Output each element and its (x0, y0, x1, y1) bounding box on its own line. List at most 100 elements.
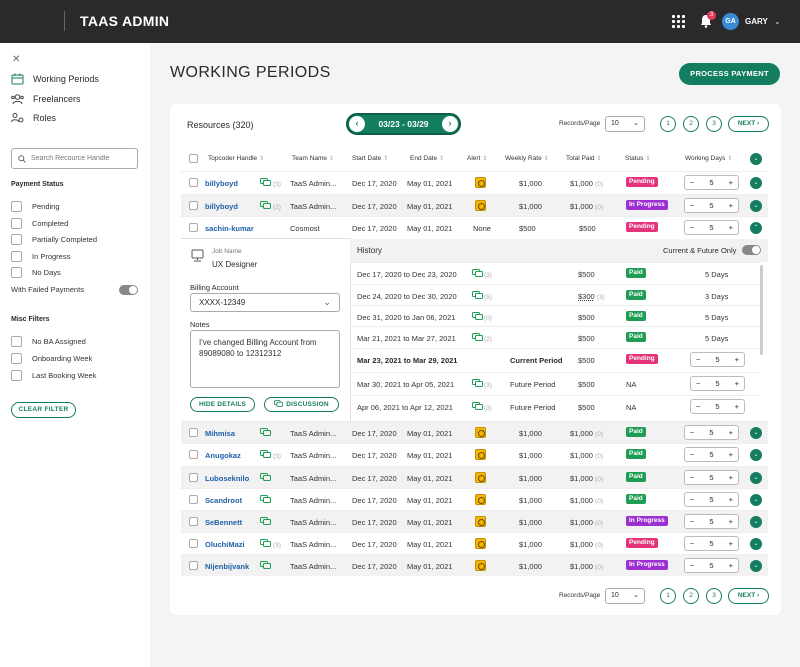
minus-icon[interactable]: − (696, 379, 701, 388)
notes-textarea[interactable]: I've changed Billing Account from 890890… (190, 330, 340, 388)
handle-link[interactable]: billyboyd (205, 179, 238, 188)
table-row-expanded[interactable]: sachin-kumar Cosmost Dec 17, 2020 May 01… (181, 216, 768, 238)
plus-icon[interactable]: + (728, 223, 733, 232)
col-weekly-rate[interactable]: Weekly Rate ⇕ (505, 155, 549, 162)
col-start-date[interactable]: Start Date ⇕ (352, 155, 388, 162)
working-days-stepper[interactable]: − 5 + (684, 514, 739, 529)
records-per-page-select[interactable]: 10 ⌄ (605, 116, 645, 132)
table-row[interactable]: Anugokaz (3) TaaS Admin... Dec 17, 2020 … (181, 443, 768, 465)
working-days-stepper[interactable]: − 5 + (690, 399, 745, 414)
alert-icon[interactable] (475, 449, 486, 460)
col-total-paid[interactable]: Total Paid ⇕ (566, 155, 602, 162)
minus-icon[interactable]: − (696, 355, 701, 364)
username[interactable]: GARY (745, 17, 768, 26)
expand-row-icon[interactable]: ⌄ (750, 427, 762, 439)
minus-icon[interactable]: − (690, 539, 695, 548)
chat-icon[interactable] (260, 428, 271, 436)
prev-period-icon[interactable]: ‹ (349, 116, 365, 132)
expand-row-icon[interactable]: ⌄ (750, 538, 762, 550)
expand-row-icon[interactable]: ⌄ (750, 177, 762, 189)
select-all-checkbox[interactable] (189, 154, 198, 163)
minus-icon[interactable]: − (690, 495, 695, 504)
handle-link[interactable]: billyboyd (205, 202, 238, 211)
handle-link[interactable]: OluchiMazi (205, 540, 245, 549)
row-checkbox[interactable] (189, 561, 198, 570)
chat-icon[interactable] (260, 517, 271, 525)
plus-icon[interactable]: + (728, 201, 733, 210)
table-row[interactable]: SeBennett TaaS Admin... Dec 17, 2020 May… (181, 510, 768, 532)
chat-icon[interactable] (472, 291, 483, 299)
clear-filter-button[interactable]: CLEAR FILTER (11, 402, 76, 418)
working-days-stepper[interactable]: − 5 + (684, 558, 739, 573)
filter-partially-completed[interactable]: Partially Completed (11, 234, 97, 245)
working-days-stepper[interactable]: − 5 + (684, 492, 739, 507)
page-2-button[interactable]: 2 (683, 588, 699, 604)
history-amount[interactable]: $300 (578, 292, 595, 301)
row-checkbox[interactable] (189, 428, 198, 437)
table-row[interactable]: billyboyd (3) TaaS Admin... Dec 17, 2020… (181, 171, 768, 193)
alert-icon[interactable] (475, 494, 486, 505)
alert-icon[interactable] (475, 538, 486, 549)
row-checkbox[interactable] (189, 178, 198, 187)
table-row[interactable]: billyboyd (2) TaaS Admin... Dec 17, 2020… (181, 194, 768, 216)
working-days-stepper[interactable]: − 5 + (684, 470, 739, 485)
checkbox[interactable] (11, 336, 22, 347)
checkbox[interactable] (11, 234, 22, 245)
next-page-button[interactable]: NEXT › (728, 116, 769, 132)
billing-account-select[interactable]: XXXX-12349 ⌄ (190, 293, 340, 312)
search-input[interactable] (31, 155, 131, 162)
filter-in-progress[interactable]: In Progress (11, 251, 70, 262)
chat-icon[interactable] (260, 495, 271, 503)
row-checkbox[interactable] (189, 517, 198, 526)
plus-icon[interactable]: + (728, 517, 733, 526)
row-checkbox[interactable] (189, 223, 198, 232)
next-period-icon[interactable]: › (442, 116, 458, 132)
apps-grid-icon[interactable] (672, 15, 685, 28)
failed-payments-toggle[interactable] (119, 285, 138, 295)
minus-icon[interactable]: − (690, 178, 695, 187)
page-1-button[interactable]: 1 (660, 116, 676, 132)
alert-icon[interactable] (475, 472, 486, 483)
col-alert[interactable]: Alert ⇕ (467, 155, 487, 162)
plus-icon[interactable]: + (728, 539, 733, 548)
plus-icon[interactable]: + (734, 402, 739, 411)
page-1-button[interactable]: 1 (660, 588, 676, 604)
working-days-stepper[interactable]: − 5 + (684, 198, 739, 213)
minus-icon[interactable]: − (690, 517, 695, 526)
alert-icon[interactable] (475, 560, 486, 571)
col-topcoder-handle[interactable]: Topcoder Handle ⇕ (208, 155, 264, 162)
row-checkbox[interactable] (189, 201, 198, 210)
table-row[interactable]: OluchiMazi (3) TaaS Admin... Dec 17, 202… (181, 532, 768, 554)
chat-icon[interactable] (472, 379, 483, 387)
chat-icon[interactable] (260, 178, 271, 186)
plus-icon[interactable]: + (728, 473, 733, 482)
checkbox[interactable] (11, 218, 22, 229)
alert-icon[interactable] (475, 200, 486, 211)
avatar[interactable]: GA (722, 13, 739, 30)
chevron-down-icon[interactable]: ⌄ (774, 17, 781, 26)
handle-link[interactable]: Anugokaz (205, 451, 241, 460)
working-days-stepper[interactable]: − 5 + (684, 425, 739, 440)
collapse-row-icon[interactable]: ⌃ (750, 222, 762, 234)
expand-all-icon[interactable]: ⌄ (750, 153, 762, 165)
chat-icon[interactable] (472, 402, 483, 410)
chat-icon[interactable] (260, 473, 271, 481)
chat-icon[interactable] (260, 450, 271, 458)
sidebar-item-freelancers[interactable]: Freelancers (11, 93, 81, 105)
working-days-stepper[interactable]: − 5 + (690, 376, 745, 391)
handle-link[interactable]: Nijenbijvank (205, 562, 250, 571)
sidebar-item-working-periods[interactable]: Working Periods (11, 73, 99, 85)
chat-icon[interactable] (260, 539, 271, 547)
chat-icon[interactable] (472, 269, 483, 277)
handle-link[interactable]: Luboseknilo (205, 474, 250, 483)
minus-icon[interactable]: − (690, 473, 695, 482)
sidebar-item-roles[interactable]: Roles (11, 112, 56, 124)
filter-completed[interactable]: Completed (11, 218, 68, 229)
checkbox[interactable] (11, 201, 22, 212)
hide-details-button[interactable]: HIDE DETAILS (190, 397, 255, 412)
plus-icon[interactable]: + (728, 561, 733, 570)
minus-icon[interactable]: − (690, 223, 695, 232)
chat-icon[interactable] (260, 201, 271, 209)
filter-onboarding-week[interactable]: Onboarding Week (11, 353, 92, 364)
row-checkbox[interactable] (189, 539, 198, 548)
